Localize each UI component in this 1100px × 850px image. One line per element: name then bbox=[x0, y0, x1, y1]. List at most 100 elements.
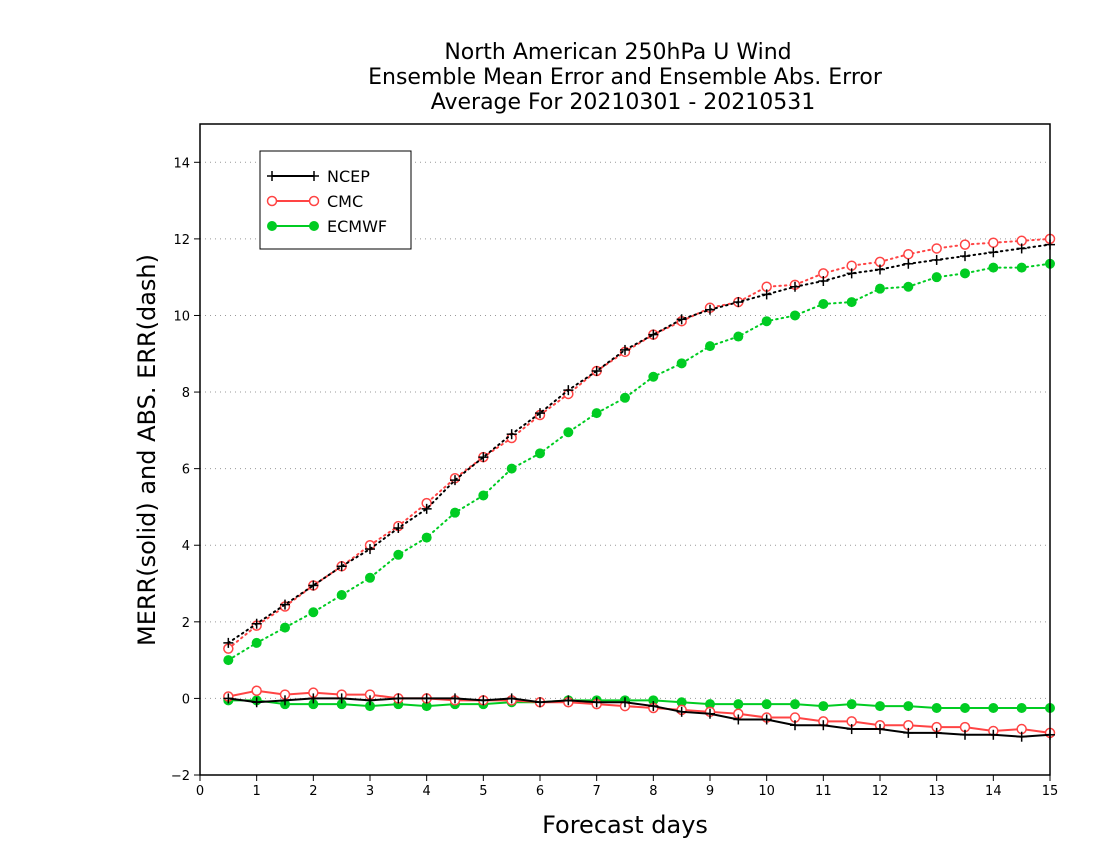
x-tick-label: 4 bbox=[423, 784, 431, 799]
ncep-mean-error-point bbox=[591, 697, 602, 708]
legend-label: ECMWF bbox=[327, 217, 387, 236]
ncep-abs-error-point bbox=[705, 304, 715, 315]
ncep-abs-error-point bbox=[648, 329, 659, 340]
x-tick-label: 5 bbox=[479, 784, 487, 799]
ncep-abs-error-line bbox=[227, 243, 1051, 644]
ecmwf-mean-error-point bbox=[733, 699, 744, 710]
ncep-abs-error-point bbox=[988, 247, 999, 258]
x-tick-label: 15 bbox=[1042, 784, 1059, 799]
ncep-mean-error-point bbox=[790, 720, 800, 731]
series-plot-area bbox=[223, 233, 1056, 742]
ncep-mean-error-point bbox=[676, 706, 687, 717]
ncep-mean-error-point bbox=[280, 695, 290, 706]
x-tick-label: 11 bbox=[815, 784, 832, 799]
y-tick-label: 6 bbox=[182, 463, 190, 478]
ncep-mean-error-point bbox=[875, 724, 885, 735]
ncep-mean-error-point bbox=[535, 697, 545, 708]
cmc-abs-error-point bbox=[903, 248, 914, 260]
ecmwf-abs-error-point bbox=[903, 281, 914, 292]
ecmwf-abs-error-point bbox=[365, 572, 375, 583]
ncep-mean-error-point bbox=[818, 720, 829, 731]
ecmwf-mean-error-point bbox=[903, 701, 914, 712]
ecmwf-abs-error-point bbox=[761, 316, 772, 327]
ecmwf-mean-error-point bbox=[818, 701, 829, 712]
ecmwf-abs-error-point bbox=[450, 507, 460, 518]
x-tick-label: 2 bbox=[309, 784, 317, 799]
title-line-2: Ensemble Mean Error and Ensemble Abs. Er… bbox=[368, 65, 883, 90]
ncep-mean-error-point bbox=[365, 695, 375, 706]
ncep-abs-error-point bbox=[506, 429, 517, 440]
y-tick-label: 8 bbox=[182, 386, 190, 401]
ecmwf-abs-error-point bbox=[478, 490, 489, 501]
x-tick-label: 13 bbox=[928, 784, 945, 799]
ncep-mean-error-point bbox=[620, 697, 630, 708]
ncep-mean-error-point bbox=[421, 693, 432, 704]
ncep-mean-error-point bbox=[705, 708, 715, 719]
ecmwf-mean-error-point bbox=[336, 699, 347, 710]
ncep-mean-error-point bbox=[733, 714, 744, 725]
ecmwf-abs-error-point bbox=[563, 427, 574, 438]
ecmwf-mean-error-point bbox=[790, 699, 800, 710]
ncep-abs-error-point bbox=[308, 580, 319, 591]
cmc-abs-error-line bbox=[227, 237, 1051, 650]
ncep-mean-error-point bbox=[761, 714, 772, 725]
legend-entry-ecmwf: ECMWF bbox=[267, 217, 387, 236]
ecmwf-mean-error-point bbox=[648, 695, 659, 706]
ecmwf-abs-error-point bbox=[280, 622, 290, 633]
ncep-mean-error-point bbox=[563, 695, 574, 706]
ecmwf-mean-error-point bbox=[1016, 702, 1027, 713]
x-axis-label: Forecast days bbox=[542, 811, 708, 839]
ecmwf-mean-error-point bbox=[676, 697, 687, 708]
ncep-abs-error-point bbox=[591, 365, 602, 376]
ncep-abs-error-point bbox=[365, 544, 375, 555]
y-tick-label: 4 bbox=[182, 539, 190, 554]
ecmwf-abs-error-point bbox=[988, 262, 999, 273]
ncep-abs-error-point bbox=[761, 289, 772, 300]
ncep-mean-error-point bbox=[960, 729, 970, 740]
ecmwf-abs-error-point bbox=[705, 341, 715, 352]
ecmwf-abs-error-line bbox=[227, 262, 1051, 662]
cmc-abs-error-point bbox=[959, 239, 971, 250]
x-axis-ticks: 0 1 2 3 4 5 6 7 8 9 10 11 12 13 14 15 bbox=[196, 775, 1058, 799]
y-tick-label: 12 bbox=[173, 233, 190, 248]
ncep-abs-error-point bbox=[960, 251, 970, 262]
ncep-abs-error-point bbox=[733, 297, 744, 308]
x-tick-label: 0 bbox=[196, 784, 204, 799]
ecmwf-mean-error-point bbox=[960, 702, 970, 713]
ncep-abs-error-point bbox=[421, 503, 432, 514]
x-tick-label: 10 bbox=[758, 784, 775, 799]
ecmwf-abs-error-point bbox=[421, 532, 432, 543]
ncep-mean-error-point bbox=[846, 724, 857, 735]
x-tick-label: 1 bbox=[253, 784, 261, 799]
ncep-mean-error-point bbox=[648, 701, 659, 712]
cmc-abs-error-point bbox=[988, 237, 999, 248]
ncep-mean-error-point bbox=[478, 695, 489, 706]
legend-entry-cmc: CMC bbox=[266, 192, 363, 211]
x-tick-label: 7 bbox=[593, 784, 601, 799]
ecmwf-abs-error-point bbox=[535, 448, 545, 459]
y-tick-label: 10 bbox=[173, 309, 190, 324]
ecmwf-mean-error-point bbox=[308, 699, 319, 710]
ecmwf-abs-error-point bbox=[223, 655, 234, 666]
y-tick-label: 2 bbox=[182, 616, 190, 631]
ecmwf-abs-error-point bbox=[818, 298, 829, 309]
ecmwf-mean-error-point bbox=[875, 701, 885, 712]
ecmwf-abs-error-point bbox=[676, 358, 687, 369]
ecmwf-abs-error-point bbox=[393, 549, 404, 560]
ecmwf-abs-error-point bbox=[960, 268, 970, 279]
y-axis-ticks: −2 0 2 4 6 8 10 12 14 bbox=[171, 156, 200, 784]
ecmwf-abs-error-point bbox=[790, 310, 800, 321]
legend-marker bbox=[267, 221, 277, 231]
plot-frame bbox=[199, 123, 1051, 776]
ncep-abs-error-point bbox=[818, 276, 829, 287]
ncep-mean-error-point bbox=[336, 693, 347, 704]
ecmwf-abs-error-point bbox=[308, 607, 319, 618]
ecmwf-abs-error-point bbox=[336, 590, 347, 601]
ncep-mean-error-point bbox=[450, 693, 460, 704]
ncep-abs-error-point bbox=[903, 258, 914, 269]
ecmwf-abs-error-point bbox=[1016, 262, 1027, 273]
ecmwf-abs-error-point bbox=[875, 283, 885, 294]
ncep-mean-error-point bbox=[506, 693, 517, 704]
legend-marker bbox=[309, 221, 319, 231]
